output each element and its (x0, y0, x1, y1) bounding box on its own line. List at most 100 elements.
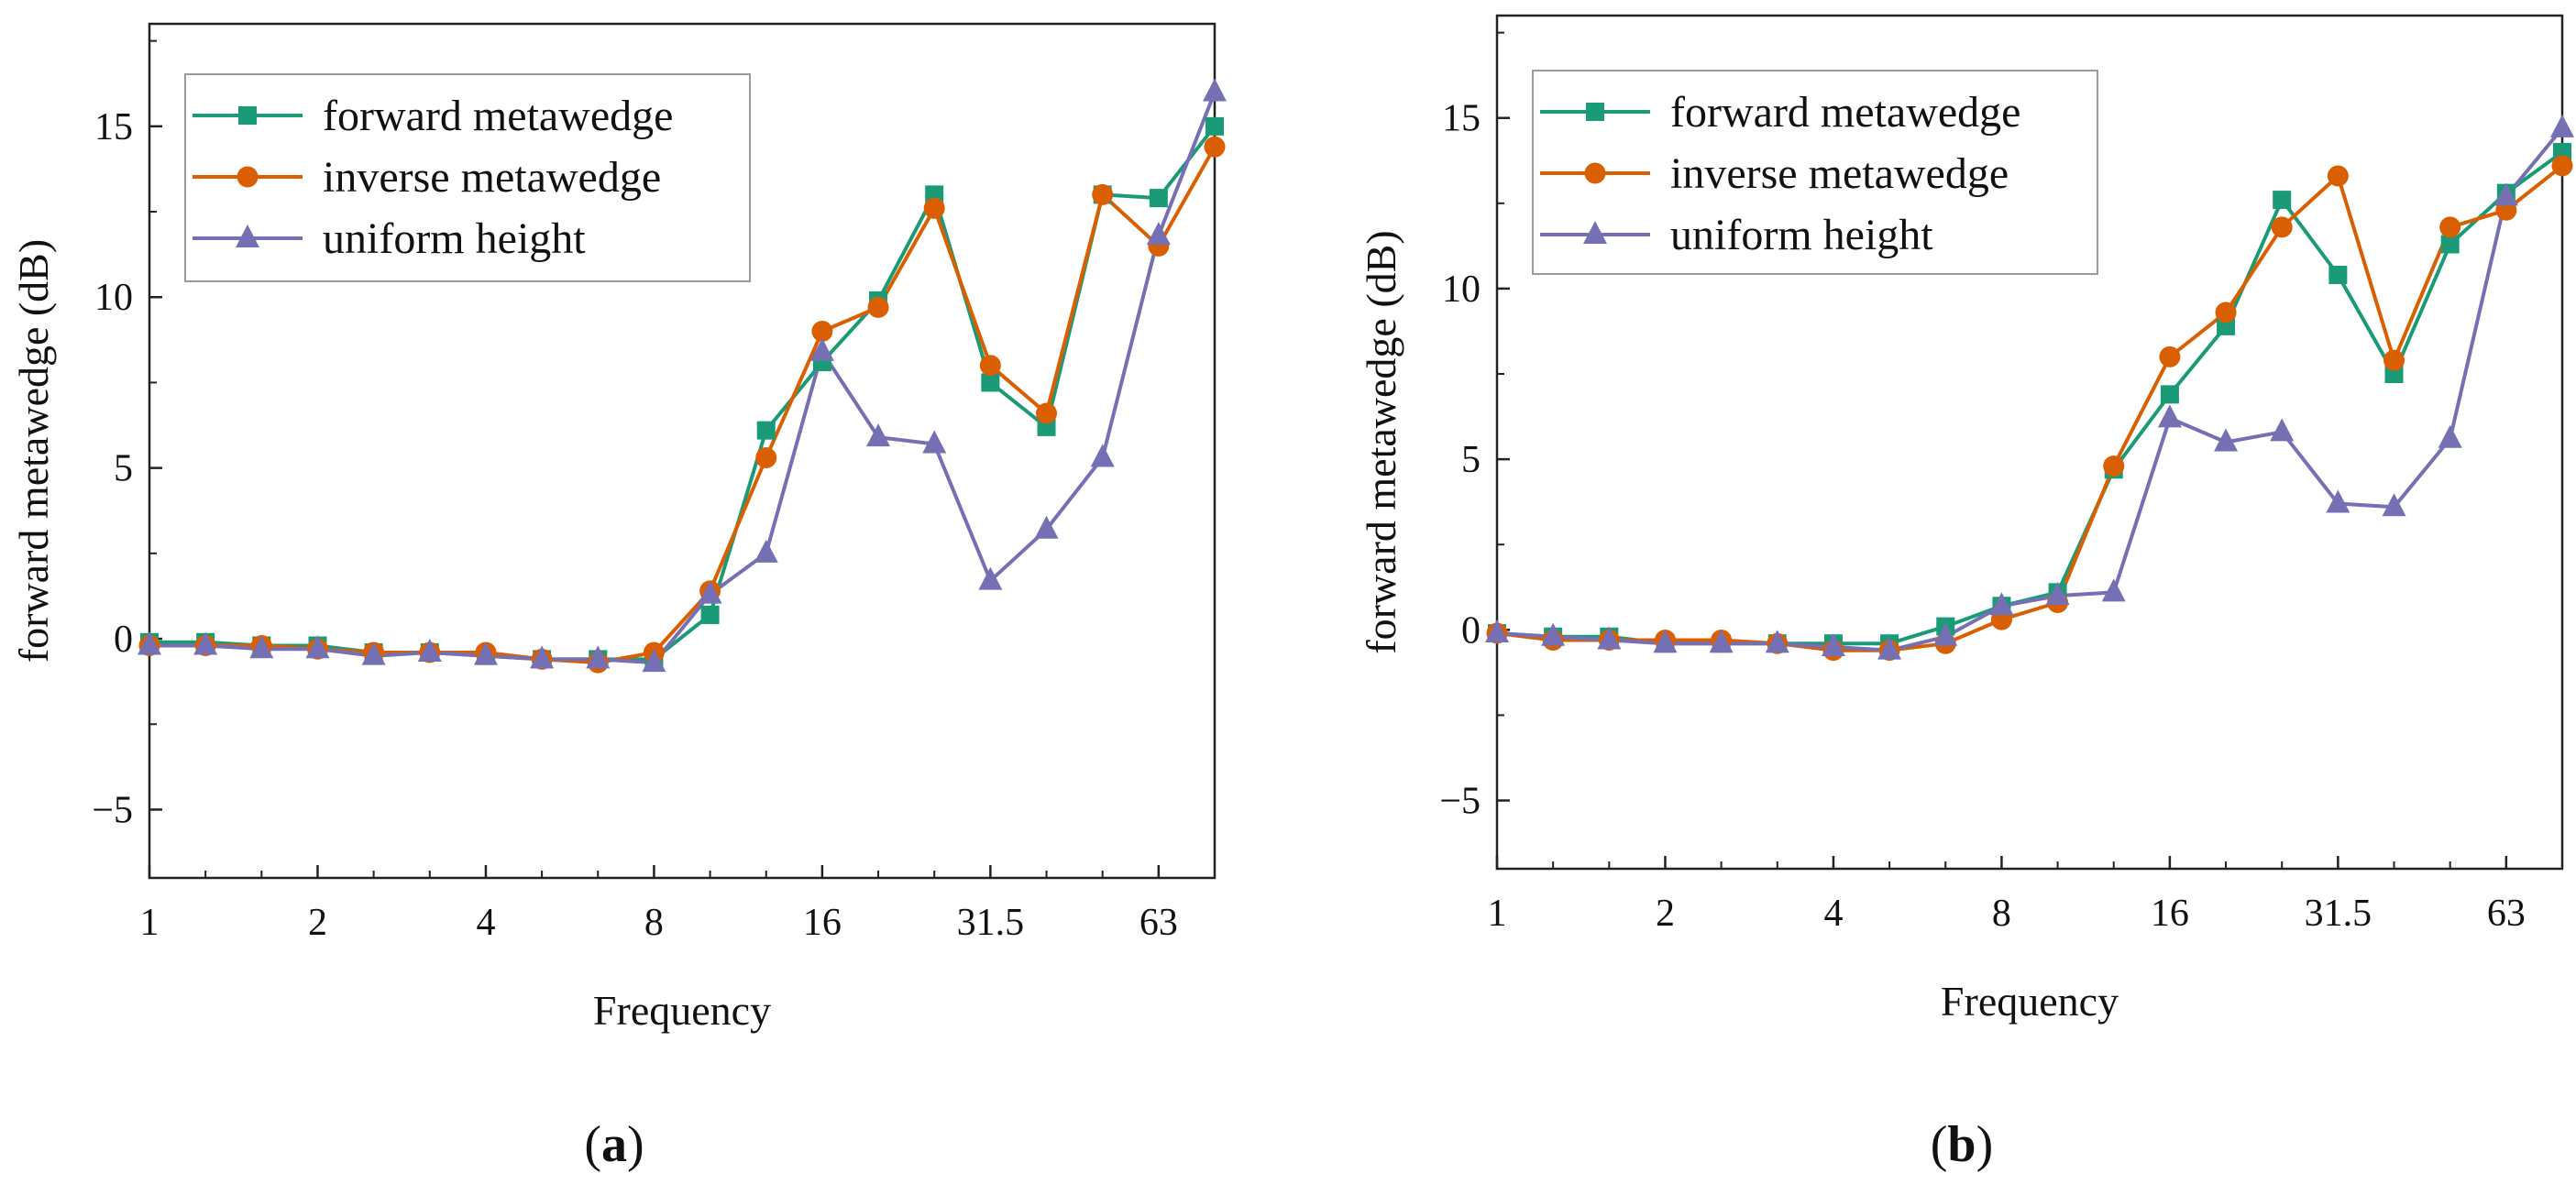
legend: forward metawedge inverse metawedge unifor… (1532, 70, 2098, 275)
x-tick-label: 8 (644, 902, 664, 944)
data-point-inverse-metawedge (923, 197, 945, 219)
legend-marker-uniform-height (236, 225, 259, 247)
data-point-uniform-height (473, 641, 498, 665)
data-point-uniform-height (1765, 630, 1789, 653)
data-point-uniform-height (417, 638, 442, 662)
x-tick-label: 2 (1656, 893, 1675, 935)
data-point-forward-metawedge (2328, 266, 2348, 285)
data-point-uniform-height (361, 641, 386, 665)
data-point-inverse-metawedge (2159, 345, 2181, 367)
y-tick-label: 10 (94, 277, 133, 319)
x-tick-label: 8 (1992, 893, 2011, 935)
x-tick-label: 4 (1823, 893, 1843, 935)
y-tick-label: 15 (94, 106, 133, 148)
data-point-uniform-height (2493, 182, 2518, 206)
data-point-uniform-height (2214, 428, 2239, 452)
data-point-uniform-height (1653, 630, 1678, 653)
data-point-uniform-height (1203, 78, 1227, 102)
y-tick-label: 10 (1442, 269, 1481, 311)
data-point-uniform-height (1541, 622, 1566, 646)
x-tick-label: 63 (2487, 893, 2526, 935)
x-tick-label: 16 (803, 902, 842, 944)
legend-marker-inverse-metawedge (237, 166, 259, 188)
data-point-uniform-height (922, 430, 947, 454)
data-point-inverse-metawedge (811, 321, 833, 343)
legend-label: uniform height (323, 214, 586, 263)
y-tick-label: 5 (1461, 439, 1481, 481)
data-point-inverse-metawedge (2327, 165, 2349, 187)
chart-panel-b: −5 0 5 10 15 1 2 4 8 16 31.5 63 Frequency forward met… (1358, 14, 2574, 1173)
x-tick-label: 1 (140, 902, 160, 944)
y-axis-label: forward metawedge (dB) (10, 239, 57, 663)
data-point-inverse-metawedge (1204, 136, 1226, 158)
data-point-forward-metawedge (700, 605, 720, 624)
data-point-uniform-height (2101, 578, 2126, 602)
data-point-uniform-height (530, 645, 555, 669)
x-tick-label: 63 (1139, 902, 1178, 944)
data-point-uniform-height (2157, 404, 2182, 428)
y-tick-label: 15 (1442, 98, 1481, 140)
data-point-inverse-metawedge (755, 446, 777, 468)
x-tick-label: 31.5 (957, 902, 1025, 944)
data-point-uniform-height (2326, 489, 2350, 513)
data-point-uniform-height (1485, 619, 1509, 643)
legend-label: forward metawedge (1670, 88, 2020, 137)
y-tick-label: −5 (92, 789, 133, 831)
chart-panel-a: −5 0 5 10 15 1 2 4 8 16 31.5 63 Frequency forward met… (10, 22, 1227, 1173)
legend-marker-uniform-height (1583, 221, 1607, 244)
data-point-forward-metawedge (1205, 116, 1224, 136)
y-tick-label: 0 (1461, 609, 1481, 652)
data-point-uniform-height (1709, 630, 1734, 653)
data-point-uniform-height (809, 337, 834, 361)
data-point-uniform-height (2438, 424, 2462, 448)
data-point-forward-metawedge (2160, 385, 2179, 404)
panel-label: (a) (584, 1116, 644, 1173)
data-point-uniform-height (1034, 515, 1059, 539)
y-tick-label: −5 (1439, 781, 1481, 823)
data-point-inverse-metawedge (1092, 183, 1114, 205)
data-point-uniform-height (305, 635, 330, 659)
data-point-uniform-height (193, 631, 218, 655)
data-point-forward-metawedge (2273, 191, 2292, 210)
data-point-uniform-height (642, 649, 666, 673)
data-point-uniform-height (2550, 114, 2574, 137)
data-point-inverse-metawedge (2439, 216, 2461, 238)
data-point-uniform-height (698, 580, 722, 604)
x-tick-label: 2 (308, 902, 327, 944)
legend-marker-inverse-metawedge (1584, 162, 1606, 184)
data-point-uniform-height (1597, 626, 1622, 650)
data-point-uniform-height (754, 539, 778, 563)
data-point-forward-metawedge (756, 421, 776, 440)
data-point-inverse-metawedge (867, 296, 889, 318)
x-tick-label: 1 (1488, 893, 1507, 935)
legend-marker-forward-metawedge (238, 106, 257, 125)
y-tick-label: 0 (114, 619, 133, 661)
data-point-forward-metawedge (1149, 189, 1168, 208)
plot-frame (148, 22, 1216, 880)
legend-label: forward metawedge (323, 92, 673, 140)
data-point-uniform-height (2270, 418, 2295, 442)
data-point-uniform-height (978, 566, 1003, 590)
y-axis-label: forward metawedge (dB) (1358, 230, 1404, 653)
data-point-uniform-height (1989, 592, 2014, 616)
x-axis-label: Frequency (593, 987, 771, 1034)
data-point-uniform-height (1933, 622, 1958, 646)
legend-label: inverse metawedge (323, 153, 661, 202)
legend-label: inverse metawedge (1670, 149, 2009, 198)
data-point-uniform-height (1877, 636, 1902, 660)
legend: forward metawedge inverse metawedge unifor… (184, 73, 751, 282)
data-point-forward-metawedge (2440, 235, 2460, 254)
legend-marker-forward-metawedge (1586, 103, 1604, 121)
x-tick-label: 31.5 (2305, 893, 2372, 935)
data-point-inverse-metawedge (2215, 301, 2237, 323)
data-point-uniform-height (1090, 444, 1115, 467)
data-point-inverse-metawedge (1036, 402, 1058, 424)
x-axis-label: Frequency (1941, 978, 2119, 1025)
data-point-uniform-height (249, 635, 274, 659)
data-point-uniform-height (1821, 632, 1845, 656)
data-point-forward-metawedge (981, 373, 1000, 392)
y-tick-label: 5 (114, 448, 133, 490)
data-point-inverse-metawedge (2103, 455, 2125, 477)
data-point-inverse-metawedge (979, 355, 1001, 377)
data-point-uniform-height (586, 645, 611, 669)
